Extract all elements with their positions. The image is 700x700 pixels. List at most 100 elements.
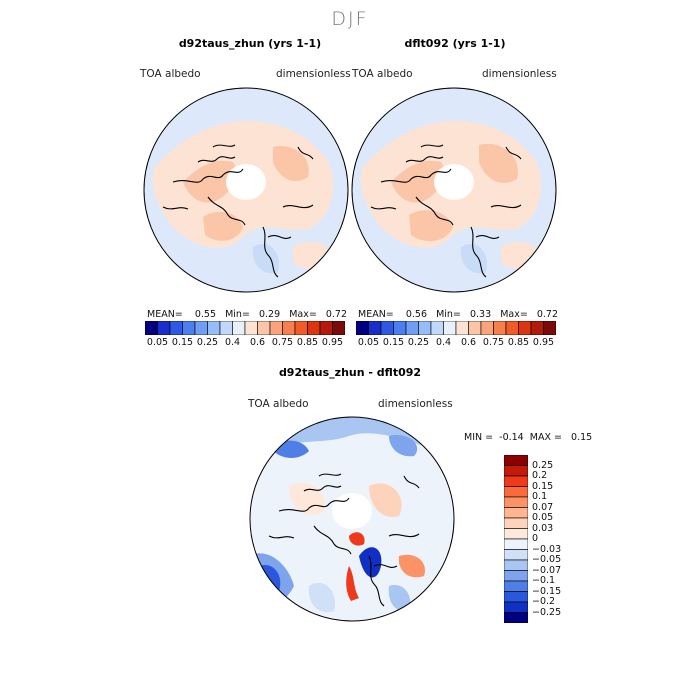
panel-1-colorbar-swatch bbox=[145, 321, 158, 335]
panel-2-variable-label: TOA albedo bbox=[352, 68, 413, 80]
diff-colorbar-tick-label: −0.03 bbox=[532, 543, 562, 555]
panel-1-colorbar-swatch bbox=[244, 321, 258, 335]
panel-2-colorbar-ticks: 0.05 0.15 0.25 0.4 0.6 0.75 0.85 0.95 bbox=[356, 337, 556, 349]
diff-colorbar-swatch bbox=[504, 496, 528, 508]
panel-2-colorbar-swatch bbox=[543, 321, 556, 335]
diff-colorbar-tick-label: 0.03 bbox=[532, 522, 554, 534]
diff-colorbar-tick-label: −0.05 bbox=[532, 554, 562, 565]
panel-2-colorbar-tick-label: 0.4 bbox=[435, 337, 452, 348]
panel-1-units-label: dimensionless bbox=[276, 68, 351, 80]
panel-1-colorbar-tick-label: 0.85 bbox=[296, 337, 319, 348]
panel-1-colorbar-swatch bbox=[307, 321, 321, 335]
panel-2-colorbar-swatch bbox=[418, 321, 432, 335]
diff-panel-units-label: dimensionless bbox=[378, 398, 453, 410]
diff-colorbar-swatch bbox=[504, 549, 528, 561]
panel-1-variable-label: TOA albedo bbox=[140, 68, 201, 80]
panel-2-colorbar-tick-label: 0.15 bbox=[382, 337, 405, 348]
diff-colorbar-tick-label: 0.15 bbox=[532, 480, 554, 492]
panel-2-polar-map bbox=[351, 87, 557, 293]
panel-1-max-value: 0.72 bbox=[325, 309, 348, 320]
panel-2-colorbar-swatch bbox=[480, 321, 494, 335]
panel-2-colorbar-swatch bbox=[405, 321, 419, 335]
diff-colorbar-swatch bbox=[504, 591, 528, 603]
panel-2-colorbar-tick-label: 0.05 bbox=[357, 337, 380, 348]
panel-1-colorbar-swatch bbox=[157, 321, 171, 335]
panel-2-colorbar bbox=[356, 321, 556, 335]
panel-1-colorbar-swatch bbox=[182, 321, 196, 335]
panel-1-colorbar-tick-label: 0.25 bbox=[196, 337, 219, 348]
diff-colorbar-tick-label: 0 bbox=[532, 533, 539, 544]
panel-2-stats: MEAN= 0.56 Min= 0.33 Max= 0.72 bbox=[358, 309, 558, 320]
panel-1-min-value: 0.29 bbox=[258, 309, 281, 320]
panel-2-coastlines bbox=[370, 144, 522, 278]
panel-2-min-label: Min= bbox=[436, 309, 461, 320]
panel-2-title: dflt092 (yrs 1-1) bbox=[404, 37, 506, 50]
panel-1-stats: MEAN= 0.55 Min= 0.29 Max= 0.72 bbox=[147, 309, 347, 320]
diff-colorbar bbox=[504, 455, 528, 623]
diff-panel-title: d92taus_zhun - dflt092 bbox=[278, 366, 422, 379]
panel-2-map-border bbox=[351, 87, 557, 293]
panel-1-colorbar-swatch bbox=[332, 321, 345, 335]
diff-colorbar-tick-label: −0.07 bbox=[532, 564, 562, 576]
panel-2-colorbar-tick-label: 0.25 bbox=[407, 337, 430, 348]
panel-1-title: d92taus_zhun (yrs 1-1) bbox=[178, 37, 322, 50]
diff-colorbar-swatch bbox=[504, 528, 528, 540]
diff-max-value: 0.15 bbox=[571, 432, 593, 443]
panel-1-colorbar-tick-label: 0.6 bbox=[249, 337, 266, 348]
panel-2-min-value: 0.33 bbox=[469, 309, 492, 320]
diff-panel-variable-label: TOA albedo bbox=[248, 398, 309, 410]
panel-2-colorbar-swatch bbox=[430, 321, 444, 335]
panel-2-colorbar-tick-label: 0.85 bbox=[507, 337, 530, 348]
panel-1-colorbar-tick-label: 0.05 bbox=[146, 337, 169, 348]
diff-min-label: MIN = bbox=[464, 432, 494, 443]
diff-colorbar-swatch bbox=[504, 559, 528, 571]
panel-1-colorbar bbox=[145, 321, 345, 335]
diff-colorbar-tick-label: −0.1 bbox=[532, 575, 556, 586]
panel-1-min-label: Min= bbox=[225, 309, 250, 320]
panel-2-colorbar-swatch bbox=[493, 321, 507, 335]
diff-colorbar-tick-label: −0.25 bbox=[532, 606, 562, 618]
panel-2-mean-label: MEAN= bbox=[358, 309, 394, 320]
panel-1-colorbar-tick-label: 0.15 bbox=[171, 337, 194, 348]
panel-2-colorbar-swatch bbox=[518, 321, 532, 335]
panel-2-colorbar-swatch bbox=[468, 321, 482, 335]
diff-colorbar-tick-label: 0.05 bbox=[532, 512, 554, 523]
diff-polar-map bbox=[249, 416, 455, 622]
panel-2-colorbar-swatch bbox=[530, 321, 544, 335]
diff-min-value: -0.14 bbox=[499, 432, 524, 443]
diff-colorbar-swatch bbox=[504, 538, 528, 550]
diff-colorbar-tick-label: 0.2 bbox=[532, 470, 548, 481]
panel-2-colorbar-swatch bbox=[443, 321, 457, 335]
panel-1-colorbar-swatch bbox=[219, 321, 233, 335]
diff-colorbar-swatch bbox=[504, 601, 528, 613]
panel-1-colorbar-swatch bbox=[257, 321, 271, 335]
panel-1-colorbar-swatch bbox=[269, 321, 283, 335]
panel-1-polar-map bbox=[143, 87, 349, 293]
panel-1-colorbar-swatch bbox=[282, 321, 296, 335]
diff-colorbar-swatch bbox=[504, 580, 528, 592]
diff-colorbar-tick-label: 0.1 bbox=[532, 491, 548, 502]
diff-colorbar-tick-label: −0.15 bbox=[532, 585, 562, 597]
diff-colorbar-swatch bbox=[504, 612, 528, 623]
panel-2-colorbar-tick-label: 0.6 bbox=[460, 337, 477, 348]
diff-colorbar-swatch bbox=[504, 475, 528, 487]
diff-colorbar-swatch bbox=[504, 507, 528, 519]
panel-1-colorbar-swatch bbox=[319, 321, 333, 335]
diff-colorbar-swatch bbox=[504, 465, 528, 477]
panel-2-colorbar-tick-label: 0.75 bbox=[482, 337, 505, 348]
diff-colorbar-tick-label: 0.07 bbox=[532, 501, 554, 513]
panel-1-colorbar-tick-label: 0.95 bbox=[321, 337, 344, 348]
panel-2-max-label: Max= bbox=[500, 309, 528, 320]
panel-1-mean-label: MEAN= bbox=[147, 309, 183, 320]
panel-1-colorbar-swatch bbox=[232, 321, 246, 335]
panel-1-colorbar-ticks: 0.05 0.15 0.25 0.4 0.6 0.75 0.85 0.95 bbox=[145, 337, 345, 349]
panel-2-mean-value: 0.56 bbox=[405, 309, 428, 320]
panel-2-colorbar-tick-label: 0.95 bbox=[532, 337, 555, 348]
diff-panel-minmax: MIN = -0.14 MAX = 0.15 bbox=[464, 432, 592, 443]
diff-colorbar-tick-label: 0.25 bbox=[532, 459, 554, 471]
panel-2-colorbar-swatch bbox=[455, 321, 469, 335]
panel-1-colorbar-swatch bbox=[194, 321, 208, 335]
panel-1-map-border bbox=[143, 87, 349, 293]
diff-colorbar-swatch bbox=[504, 570, 528, 582]
panel-2-colorbar-swatch bbox=[393, 321, 407, 335]
